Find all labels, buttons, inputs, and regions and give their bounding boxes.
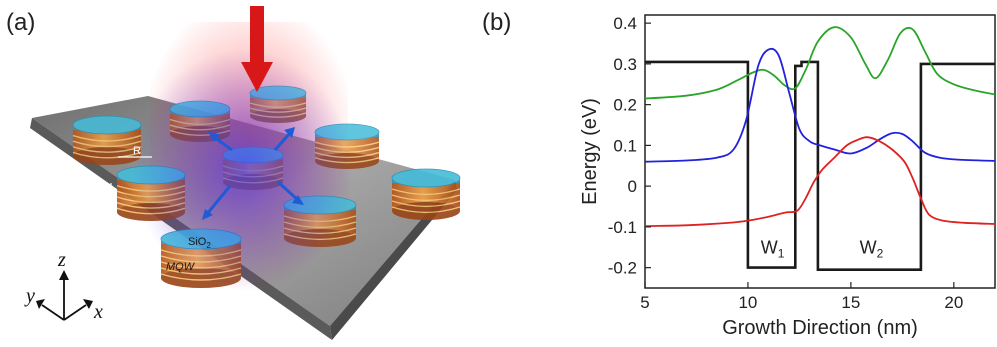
- height-label: h: [99, 193, 105, 205]
- y-tick-label: -0.1: [608, 218, 637, 237]
- radius-marker: R: [118, 145, 152, 158]
- series-line-2: [645, 47, 995, 163]
- axis-y-label: y: [24, 285, 35, 307]
- y-tick-label: 0.4: [613, 14, 637, 33]
- panel-a-illustration: (a) Sapphire R: [6, 6, 461, 340]
- series-line-1: [645, 26, 995, 100]
- y-tick-label: 0.3: [613, 55, 637, 74]
- nanopillar: [72, 115, 142, 165]
- emission-glow: [133, 50, 353, 290]
- x-tick-label: 15: [841, 293, 860, 312]
- axis-x-label: x: [93, 301, 103, 323]
- y-axis-title: Energy (eV): [579, 98, 601, 205]
- well-annotation: W1: [761, 237, 785, 260]
- y-tick-label: 0: [628, 177, 637, 196]
- x-tick-label: 20: [944, 293, 963, 312]
- panel-b-chart: (b) 5 10 15 20 -0.2 -0.1 0 0.1 0.2 0.3 0.4 W1 W2 Gr…: [482, 9, 996, 339]
- y-tick-label: 0.2: [613, 96, 637, 115]
- radius-label: R: [133, 145, 141, 157]
- axis-z-label: z: [57, 249, 66, 271]
- excitation-arrow: [241, 6, 273, 92]
- height-marker: h: [99, 183, 112, 212]
- y-tick-label: 0.1: [613, 136, 637, 155]
- x-axis-title: Growth Direction (nm): [722, 317, 918, 339]
- coordinate-axes: z y x: [24, 249, 103, 323]
- annotations-layer: W1 W2: [761, 237, 884, 260]
- well-annotation: W2: [860, 237, 884, 260]
- panel-a-label: (a): [6, 9, 35, 36]
- mqw-label: MQW: [166, 261, 196, 273]
- x-tick-label: 5: [640, 293, 649, 312]
- series-line-0: [645, 60, 995, 271]
- y-tick-label: -0.2: [608, 259, 637, 278]
- ticks-layer: 5 10 15 20 -0.2 -0.1 0 0.1 0.2 0.3 0.4: [608, 14, 964, 312]
- plot-frame: [644, 14, 996, 289]
- panel-b-label: (b): [482, 9, 511, 36]
- nanopillar: [391, 168, 461, 220]
- substrate-label: Sapphire: [170, 315, 216, 337]
- x-tick-label: 10: [738, 293, 757, 312]
- emission-arrows: [202, 127, 304, 220]
- series-layer: [645, 26, 995, 271]
- series-line-3: [645, 136, 995, 227]
- sio2-label: SiO2: [188, 236, 211, 250]
